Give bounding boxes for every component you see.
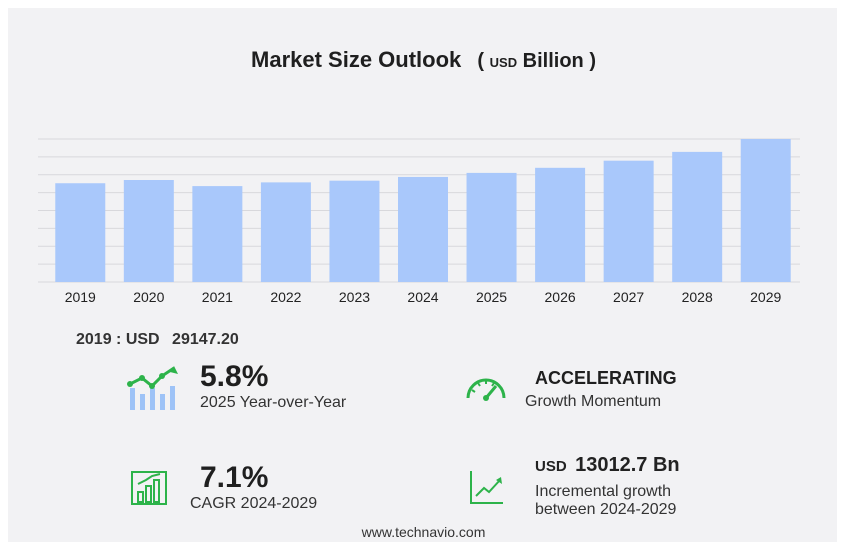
x-tick-label-2019: 2019 (65, 289, 96, 305)
bar-2025 (466, 172, 517, 282)
chart-unit-label: Billion (522, 50, 584, 72)
yoy-value: 5.8% (200, 360, 269, 393)
momentum-label: Growth Momentum (525, 393, 662, 410)
base-year-value: 2019 : USD 29147.20 (76, 331, 239, 349)
stat-momentum: ACCELERATING Growth Momentum (525, 368, 677, 411)
stat-cagr: 7.1% CAGR 2024-2029 (190, 461, 317, 513)
bar-2019 (55, 183, 106, 282)
x-tick-label-2024: 2024 (407, 289, 438, 305)
chart-title: Market Size Outlook ( USD Billion ) (0, 47, 847, 73)
chart-unit: ( USD Billion ) (477, 50, 596, 72)
footer-site: www.technavio.com (361, 524, 486, 540)
incremental-label-1: Incremental growth (535, 483, 672, 500)
bar-2028 (672, 151, 723, 282)
x-tick-label-2025: 2025 (476, 289, 507, 305)
x-tick-label-2029: 2029 (750, 289, 781, 305)
x-tick-label-2021: 2021 (202, 289, 233, 305)
bar-2024 (398, 176, 448, 282)
bar-chart-icon (131, 471, 167, 505)
momentum-value: ACCELERATING (535, 368, 677, 388)
bar-2021 (192, 186, 243, 282)
chart-title-text: Market Size Outlook (251, 47, 462, 72)
trend-line-icon (470, 471, 503, 504)
x-tick-label-2028: 2028 (682, 289, 713, 305)
bar-chart: 2019 2020 2021 2022 2023 2024 2025 2026 2027 2028… (38, 138, 800, 305)
x-tick-label-2027: 2027 (613, 289, 644, 305)
stat-yoy: 5.8% 2025 Year-over-Year (200, 360, 346, 412)
x-tick-label-2020: 2020 (133, 289, 164, 305)
base-year-amount: 29147.20 (172, 331, 239, 348)
base-year-label: 2019 : USD (76, 331, 160, 348)
bar-2022 (260, 182, 311, 282)
bar-2020 (123, 180, 174, 282)
yoy-label: 2025 Year-over-Year (200, 394, 347, 411)
cagr-value: 7.1% (200, 461, 269, 494)
chart-unit-prefix: USD (489, 55, 518, 70)
x-tick-label-2023: 2023 (339, 289, 370, 305)
growth-chart-icon (127, 366, 178, 410)
x-tick-label-2026: 2026 (545, 289, 576, 305)
incremental-value: 13012.7 Bn (575, 454, 680, 476)
bar-2026 (535, 167, 586, 282)
stat-incremental: USD 13012.7 Bn Incremental growth betwee… (535, 454, 680, 519)
bar-2029 (740, 139, 791, 282)
incremental-label-2: between 2024-2029 (535, 501, 677, 518)
bar-2027 (603, 160, 654, 282)
cagr-label: CAGR 2024-2029 (190, 495, 318, 512)
speedometer-icon (466, 378, 506, 401)
x-tick-label-2022: 2022 (270, 289, 301, 305)
bar-2023 (329, 180, 380, 282)
incremental-unit: USD (535, 458, 567, 475)
